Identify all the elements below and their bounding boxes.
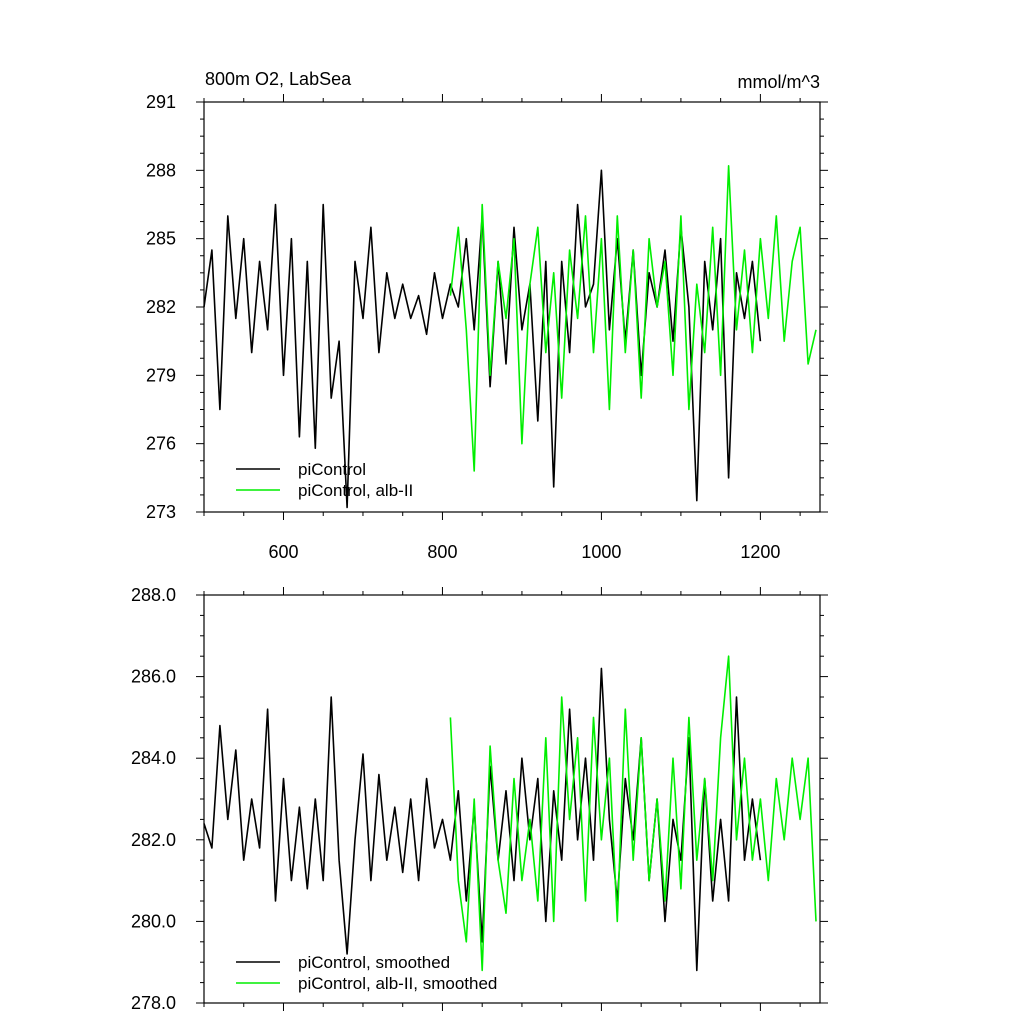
y-tick-label: 282.0 bbox=[131, 830, 176, 850]
y-tick-label: 278.0 bbox=[131, 993, 176, 1013]
y-tick-label: 282 bbox=[146, 297, 176, 317]
y-tick-label: 273 bbox=[146, 502, 176, 522]
series-line-0 bbox=[203, 667, 762, 972]
series-line-1 bbox=[449, 165, 817, 472]
x-tick-label: 600 bbox=[268, 542, 298, 562]
legend-label-picontrol-alb-ii-smoothed: piControl, alb-II, smoothed bbox=[298, 974, 497, 993]
x-tick-label: 800 bbox=[427, 542, 457, 562]
y-tick-label: 286.0 bbox=[131, 667, 176, 687]
top-legend: piControl piControl, alb-II bbox=[236, 460, 413, 500]
series-line-1 bbox=[449, 655, 817, 972]
top-plot-area: 600 800 1000 1200 273 276 279 282 285 288 291 bbox=[146, 92, 828, 562]
legend-label-picontrol-smoothed: piControl, smoothed bbox=[298, 953, 450, 972]
y-tick-label: 284.0 bbox=[131, 748, 176, 768]
bottom-panel: 278.0 280.0 282.0 284.0 286.0 288.0 piControl… bbox=[131, 585, 828, 1013]
legend-label-picontrol: piControl bbox=[298, 460, 366, 479]
x-tick-label: 1200 bbox=[740, 542, 780, 562]
top-title-left: 800m O2, LabSea bbox=[205, 69, 352, 89]
y-tick-label: 276 bbox=[146, 434, 176, 454]
x-tick-label: 1000 bbox=[581, 542, 621, 562]
y-tick-label: 279 bbox=[146, 365, 176, 385]
y-tick-label: 288 bbox=[146, 160, 176, 180]
y-tick-label: 280.0 bbox=[131, 911, 176, 931]
legend-label-picontrol-alb-ii: piControl, alb-II bbox=[298, 481, 413, 500]
top-title-right: mmol/m^3 bbox=[738, 72, 820, 92]
bottom-legend: piControl, smoothed piControl, alb-II, s… bbox=[236, 953, 497, 993]
top-panel: 800m O2, LabSea mmol/m^3 600 800 1000 1200 2… bbox=[146, 69, 828, 562]
y-tick-label: 291 bbox=[146, 92, 176, 112]
y-tick-label: 285 bbox=[146, 229, 176, 249]
bottom-plot-area: 278.0 280.0 282.0 284.0 286.0 288.0 bbox=[131, 585, 828, 1013]
y-tick-label: 288.0 bbox=[131, 585, 176, 605]
